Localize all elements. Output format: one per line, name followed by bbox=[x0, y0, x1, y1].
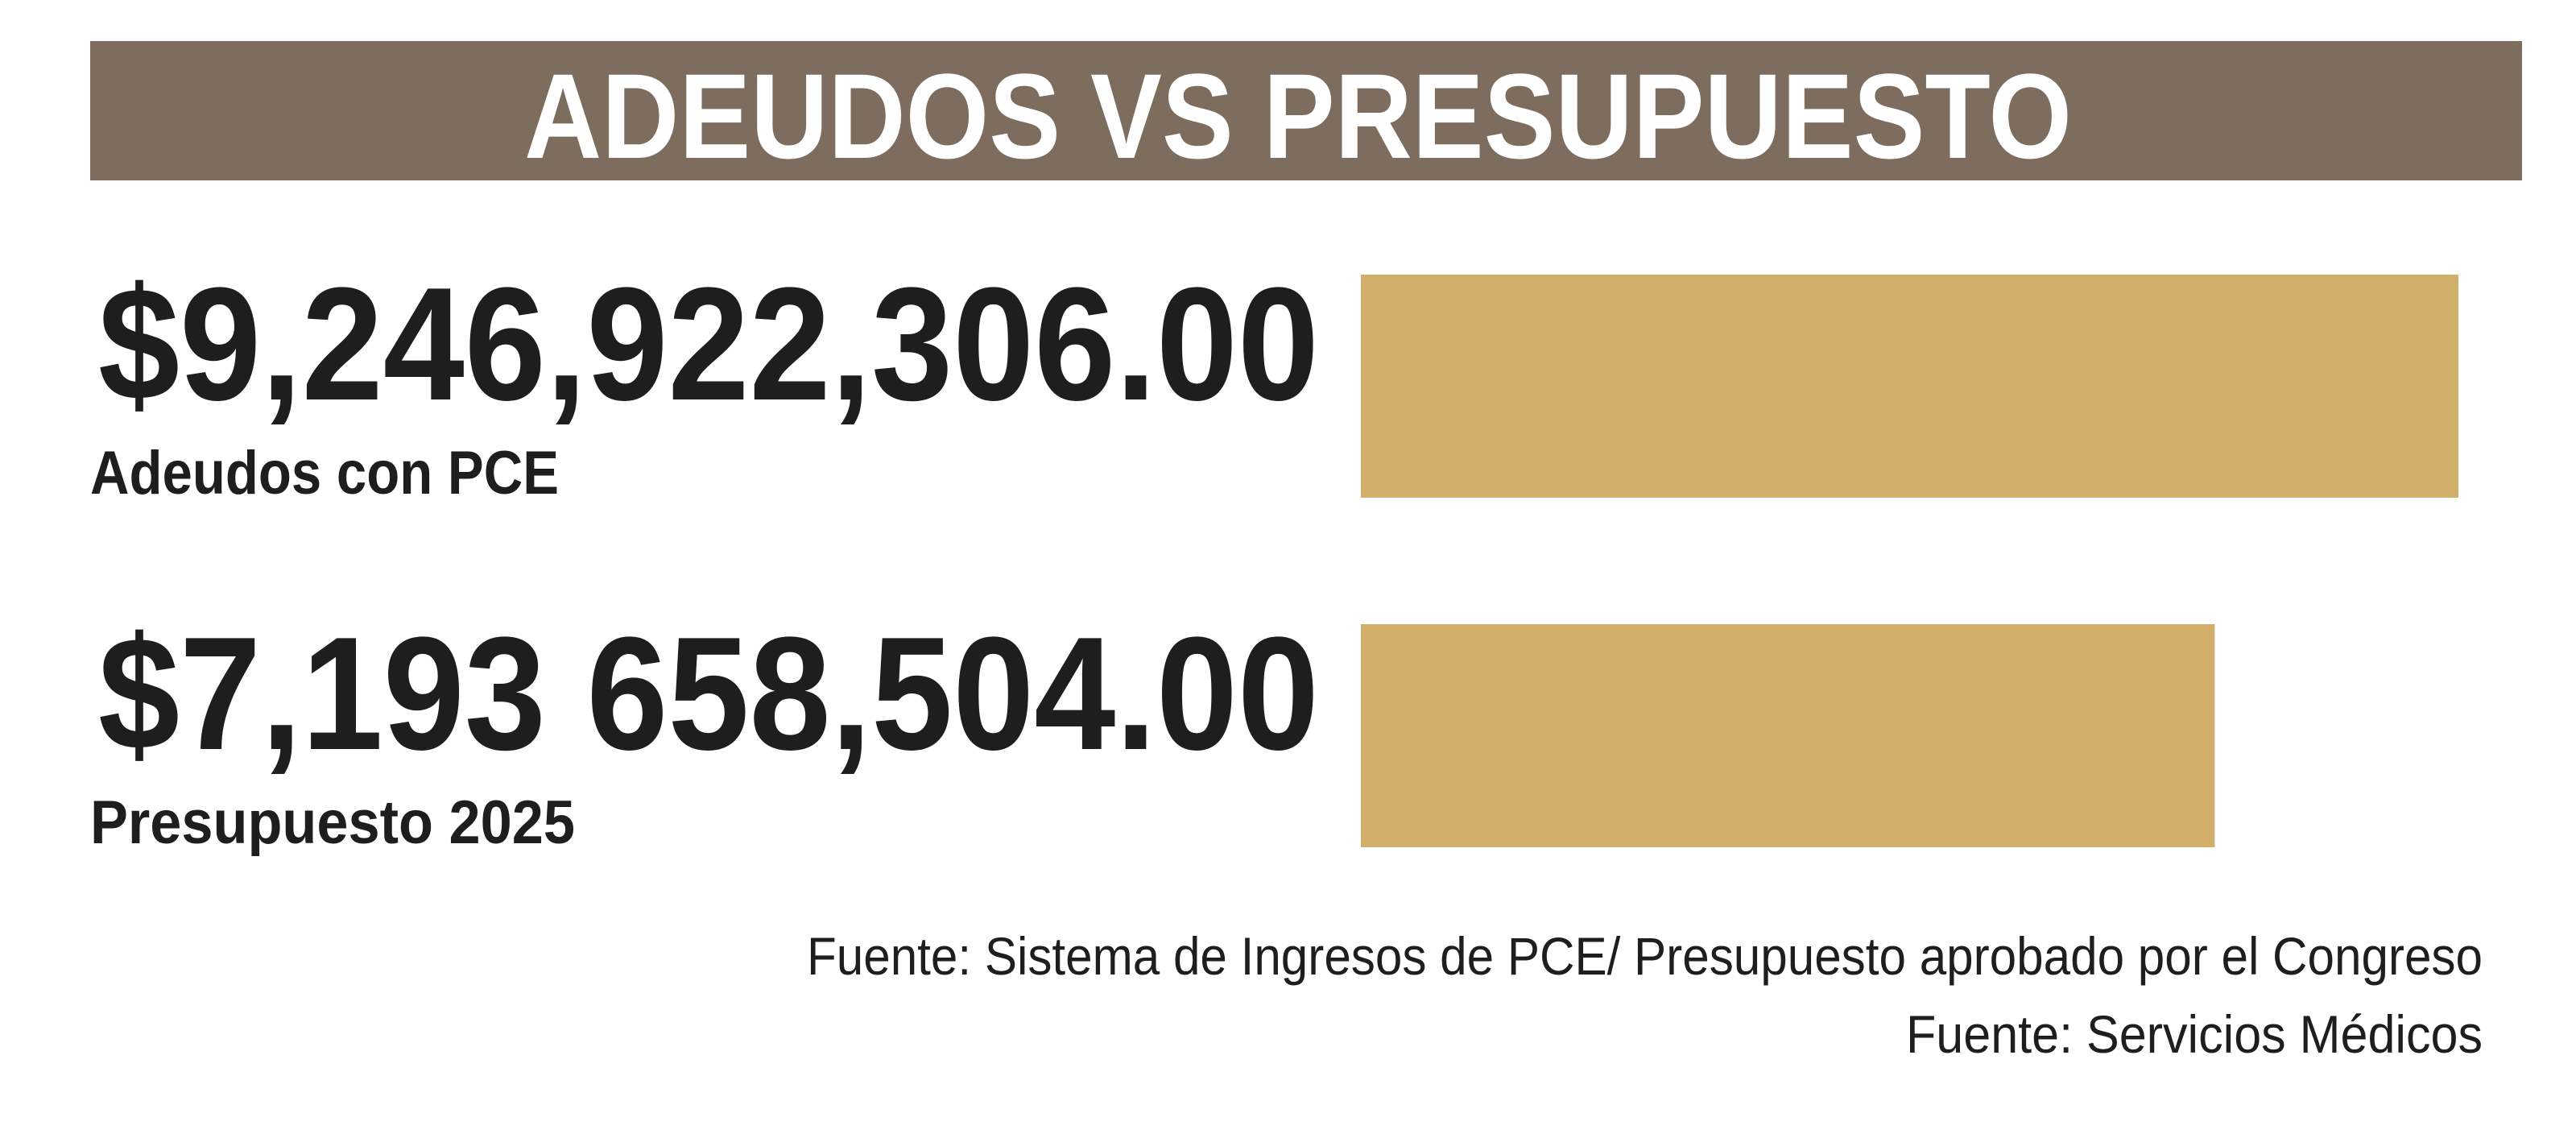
category-label: Adeudos con PCE bbox=[90, 439, 559, 507]
value-label: $9,246,922,306.00 bbox=[98, 254, 1319, 434]
chart-title: ADEUDOS VS PRESUPUESTO bbox=[524, 48, 2072, 184]
category-label: Presupuesto 2025 bbox=[90, 788, 575, 857]
value-label: $7,193 658,504.00 bbox=[98, 604, 1319, 784]
bar bbox=[1361, 624, 2215, 847]
source-note: Fuente: Sistema de Ingresos de PCE/ Pres… bbox=[807, 926, 2483, 986]
title-band bbox=[90, 41, 2522, 180]
bar bbox=[1361, 275, 2458, 498]
source-note: Fuente: Servicios Médicos bbox=[1906, 1004, 2483, 1064]
